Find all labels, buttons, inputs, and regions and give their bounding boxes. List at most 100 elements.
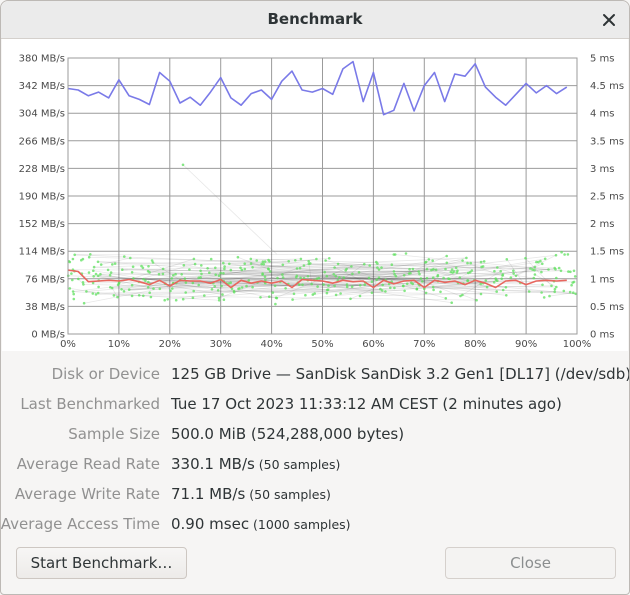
y-tick-label-right: 1 ms	[590, 274, 615, 285]
access-time-point	[130, 294, 134, 298]
access-time-point	[255, 259, 258, 262]
access-time-point	[557, 266, 561, 270]
access-time-point	[92, 275, 95, 278]
access-time-point	[571, 281, 574, 284]
info-value-text: 125 GB Drive — SanDisk SanDisk 3.2 Gen1 …	[171, 365, 630, 383]
access-time-point	[566, 253, 570, 256]
access-time-line	[506, 259, 530, 292]
access-time-point	[243, 267, 247, 271]
access-time-point	[376, 266, 379, 269]
benchmark-chart-svg: 380 MB/s 5 ms 342 MB/s 4.5 ms 304 MB/s 4 ms 26…	[19, 54, 624, 351]
access-time-point	[410, 281, 413, 285]
access-time-point	[68, 287, 72, 290]
access-time-line	[352, 260, 433, 275]
access-time-point	[251, 285, 254, 289]
access-time-point	[149, 295, 153, 299]
access-time-point	[401, 284, 405, 288]
access-time-point	[120, 288, 123, 291]
start-benchmark-button[interactable]: Start Benchmark…	[16, 547, 187, 579]
access-time-point	[313, 292, 317, 295]
info-value: 0.90 msec (1000 samples)	[171, 515, 351, 533]
info-value: 330.1 MB/s (50 samples)	[171, 455, 340, 473]
access-time-point	[326, 288, 330, 291]
access-time-point	[458, 276, 462, 279]
access-time-point	[393, 286, 396, 290]
access-time-point	[315, 257, 318, 261]
access-time-point	[380, 266, 383, 269]
y-tick-label-right: 2 ms	[590, 219, 615, 230]
access-time-point	[180, 273, 183, 276]
access-time-line	[224, 257, 330, 268]
access-time-point	[172, 274, 175, 277]
access-time-line	[244, 263, 497, 293]
y-tick-label-right: 2.5 ms	[590, 192, 624, 203]
info-label: Average Read Rate	[16, 455, 160, 473]
access-time-point	[82, 283, 85, 286]
access-time-line	[251, 263, 504, 291]
access-time-line	[467, 262, 521, 284]
access-time-point	[387, 282, 391, 286]
access-time-point	[334, 274, 338, 278]
access-time-point	[431, 285, 435, 289]
access-time-point	[342, 276, 346, 279]
access-time-point	[274, 302, 277, 306]
access-time-line	[86, 274, 283, 292]
access-time-point	[419, 277, 423, 280]
access-time-point	[240, 268, 244, 272]
access-time-point	[222, 272, 225, 275]
access-time-line	[433, 268, 460, 278]
access-time-point	[447, 277, 450, 280]
access-time-point	[384, 290, 387, 293]
access-time-point	[339, 292, 342, 295]
access-time-point	[161, 272, 165, 276]
y-tick-label-left: 190 MB/s	[19, 192, 65, 203]
y-tick-label-right: 0 ms	[590, 330, 615, 341]
read-rate-line	[67, 60, 568, 116]
access-time-point	[261, 260, 265, 263]
access-time-point	[324, 259, 327, 262]
access-time-point	[222, 298, 226, 302]
access-time-point	[501, 274, 504, 277]
write-rate-line	[67, 269, 567, 289]
dialog-title: Benchmark	[267, 10, 363, 28]
access-time-point	[89, 253, 92, 256]
access-time-line	[111, 287, 118, 298]
access-time-point	[455, 271, 459, 274]
plot-border	[67, 57, 578, 335]
access-time-line	[93, 270, 219, 291]
access-time-line	[412, 278, 422, 285]
y-tick-label-right: 0.5 ms	[590, 302, 624, 313]
info-value: 500.0 MiB (524,288,000 bytes)	[171, 425, 404, 443]
access-time-point	[240, 286, 244, 289]
access-time-point	[572, 291, 575, 294]
access-time-point	[311, 293, 315, 296]
x-tick-label: 30%	[210, 339, 232, 350]
access-time-point	[273, 284, 277, 288]
access-time-point	[174, 272, 177, 276]
benchmark-chart: 380 MB/s 5 ms 342 MB/s 4.5 ms 304 MB/s 4 ms 26…	[2, 39, 628, 351]
access-time-point	[469, 261, 473, 265]
close-icon[interactable]	[597, 8, 621, 32]
x-tick-label: 80%	[464, 339, 486, 350]
access-time-line	[334, 267, 366, 283]
access-time-point	[304, 293, 307, 297]
info-value: Tue 17 Oct 2023 11:33:12 AM CEST (2 minu…	[171, 395, 562, 413]
access-time-line	[97, 261, 410, 270]
x-tick-label: 50%	[311, 339, 333, 350]
close-button[interactable]: Close	[445, 547, 616, 579]
access-time-point	[96, 260, 100, 264]
x-tick-label: 40%	[260, 339, 282, 350]
access-time-point	[333, 266, 336, 269]
access-time-point	[183, 277, 187, 280]
access-time-line	[100, 273, 223, 295]
x-tick-label: 70%	[413, 339, 435, 350]
access-time-point	[291, 298, 294, 301]
access-time-line	[549, 292, 574, 297]
access-time-point	[572, 269, 576, 273]
access-time-line	[462, 294, 477, 301]
sample-count-note: (50 samples)	[254, 457, 341, 472]
access-time-point	[236, 255, 240, 259]
access-time-point	[332, 273, 336, 276]
access-time-point	[87, 271, 91, 274]
